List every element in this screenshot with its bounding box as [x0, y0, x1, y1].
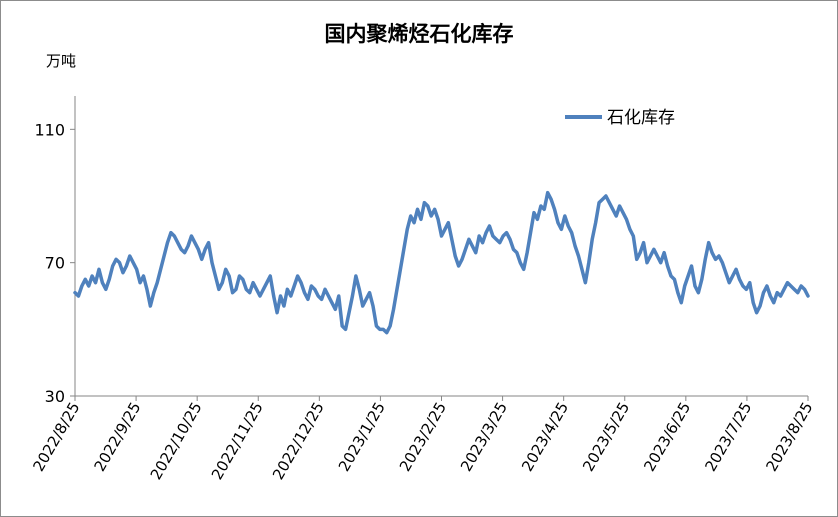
x-tick-label: 2022/11/25 — [208, 399, 267, 483]
x-tick-label: 2023/8/25 — [762, 399, 816, 475]
x-tick-label: 2022/12/25 — [269, 399, 328, 483]
axes — [74, 96, 808, 397]
series-lines — [73, 190, 810, 335]
legend: 石化库存 — [565, 108, 675, 128]
x-tick-label: 2023/3/25 — [457, 399, 511, 475]
x-tick-label: 2023/2/25 — [396, 399, 450, 475]
x-tick-label: 2023/7/25 — [701, 399, 755, 475]
legend-label: 石化库存 — [607, 108, 675, 128]
x-tick-label: 2022/9/25 — [90, 399, 144, 475]
y-ticks: 30 70 110 — [34, 120, 75, 406]
x-tick-label: 2023/5/25 — [579, 399, 633, 475]
chart-title: 国内聚烯烃石化库存 — [324, 22, 514, 46]
y-axis-unit-label: 万吨 — [46, 52, 77, 70]
x-tick-label: 2022/8/25 — [29, 399, 83, 475]
y-tick-label: 70 — [45, 254, 65, 273]
x-ticks: 2022/8/25 2022/9/25 2022/10/25 2022/11/25 20… — [29, 396, 816, 483]
x-tick-label: 2023/6/25 — [640, 399, 694, 475]
y-tick-label: 30 — [45, 387, 65, 406]
x-tick-label: 2023/1/25 — [335, 399, 389, 475]
x-tick-label: 2023/4/25 — [518, 399, 572, 475]
y-tick-label: 110 — [34, 120, 65, 139]
x-tick-label: 2022/10/25 — [147, 399, 206, 483]
series-line — [73, 190, 810, 335]
